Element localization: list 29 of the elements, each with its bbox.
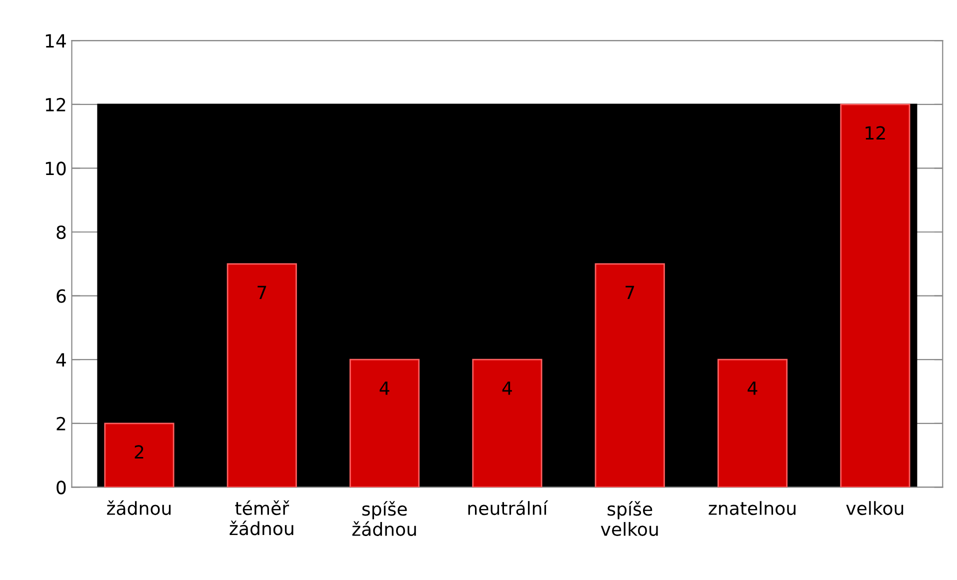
bar	[594, 263, 665, 488]
x-tick-label: neutrální	[468, 500, 548, 516]
x-tick-label: znatelnou	[708, 501, 796, 516]
y-tick-label: 2	[56, 416, 66, 430]
data-label: 7	[626, 286, 634, 300]
data-label: 12	[866, 126, 885, 140]
data-label: 4	[502, 382, 512, 395]
y-tick-label: 8	[56, 225, 66, 240]
bar	[226, 263, 297, 488]
x-tick-label: spíše velkou	[600, 501, 658, 536]
bar	[840, 104, 910, 488]
y-tick-label: 12	[46, 98, 66, 112]
y-tick-label: 0	[56, 480, 66, 494]
bar	[472, 358, 542, 488]
bar	[717, 358, 788, 488]
x-tick-label: žádnou	[107, 500, 171, 516]
x-tick-label: téměř žádnou	[230, 500, 294, 536]
y-tick-label: 14	[46, 34, 66, 48]
data-label: 4	[380, 382, 390, 395]
x-tick-label: velkou	[846, 501, 904, 516]
y-tick-label: 4	[56, 353, 66, 366]
y-tick-label: 10	[46, 162, 66, 176]
data-label: 7	[258, 286, 266, 300]
y-tick-label: 6	[56, 289, 66, 303]
data-label: 2	[134, 445, 144, 459]
bar	[104, 422, 174, 488]
bar	[350, 358, 420, 488]
x-tick-label: spíše žádnou	[352, 501, 416, 536]
data-label: 4	[748, 382, 758, 395]
